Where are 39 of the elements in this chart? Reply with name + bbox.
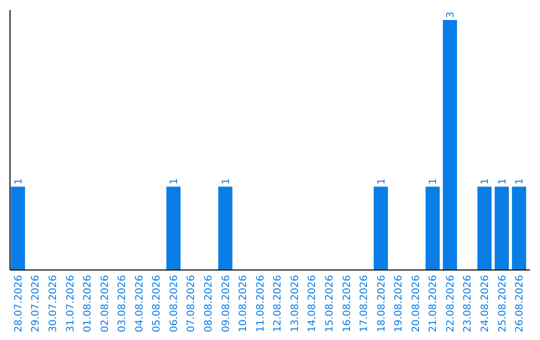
x-tick-label: 18.08.2026 xyxy=(376,275,388,332)
x-tick-label: 05.08.2026 xyxy=(152,275,163,332)
x-tick-label: 14.08.2026 xyxy=(307,275,318,332)
x-tick-label: 17.08.2026 xyxy=(359,275,370,332)
x-tick-label: 30.07.2026 xyxy=(48,275,60,332)
x-tick-label: 24.08.2026 xyxy=(480,275,491,332)
data-label: 1 xyxy=(497,178,508,185)
data-label: 3 xyxy=(445,12,456,18)
data-label: 1 xyxy=(13,178,24,185)
x-tick-label: 29.07.2026 xyxy=(30,275,42,332)
x-tick-label: 22.08.2026 xyxy=(445,275,456,332)
x-tick-label: 09.08.2026 xyxy=(220,275,232,332)
data-label: 1 xyxy=(428,178,440,185)
data-label: 1 xyxy=(514,178,526,185)
x-tick-label: 11.08.2026 xyxy=(255,275,266,332)
x-tick-label: 06.08.2026 xyxy=(168,275,180,332)
x-tick-label: 19.08.2026 xyxy=(394,275,405,332)
x-tick-label: 07.08.2026 xyxy=(186,275,198,332)
x-tick-label: 10.08.2026 xyxy=(238,275,250,332)
x-tick-label: 31.07.2026 xyxy=(65,275,76,332)
x-tick-label: 08.08.2026 xyxy=(204,275,215,332)
x-tick-label: 28.07.2026 xyxy=(13,275,24,332)
data-label: 1 xyxy=(480,178,491,185)
x-tick-label: 21.08.2026 xyxy=(428,275,440,332)
data-label: 1 xyxy=(376,178,388,185)
x-tick-label: 26.08.2026 xyxy=(514,275,526,332)
x-tick-label: 16.08.2026 xyxy=(342,275,353,332)
x-tick-label: 04.08.2026 xyxy=(134,275,146,332)
x-tick-label: 15.08.2026 xyxy=(324,275,336,332)
x-tick-label: 20.08.2026 xyxy=(410,275,422,332)
x-tick-label: 25.08.2026 xyxy=(497,275,508,332)
data-label: 1 xyxy=(220,178,232,185)
x-tick-label: 01.08.2026 xyxy=(82,275,94,332)
x-tick-label: 03.08.2026 xyxy=(117,275,128,332)
x-tick-label: 12.08.2026 xyxy=(272,275,284,332)
x-tick-label: 13.08.2026 xyxy=(290,275,301,332)
x-tick-label: 02.08.2026 xyxy=(100,275,111,332)
x-tick-label: 23.08.2026 xyxy=(462,275,474,332)
data-label: 1 xyxy=(168,178,180,185)
